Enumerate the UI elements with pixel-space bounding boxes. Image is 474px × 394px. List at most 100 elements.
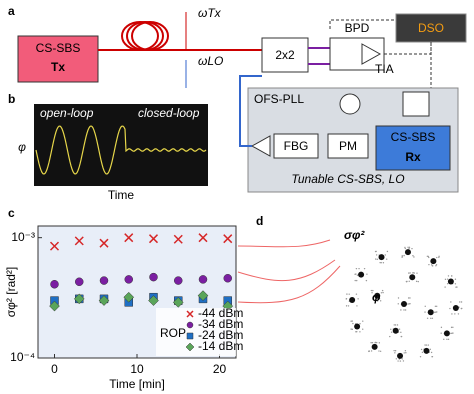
noise [356, 279, 358, 282]
noise [425, 344, 428, 346]
noise [346, 293, 348, 295]
symbol [427, 309, 434, 316]
noise [444, 286, 446, 288]
noise [424, 305, 426, 307]
symbol [401, 301, 407, 307]
symbol [452, 304, 459, 311]
noise [378, 350, 380, 352]
noise [375, 258, 377, 260]
symbol [423, 347, 430, 354]
noise [431, 356, 433, 358]
noise [446, 278, 449, 280]
noise [381, 289, 384, 292]
symbol [371, 343, 378, 350]
symbol [358, 271, 365, 278]
marker [49, 241, 60, 251]
symbol [378, 254, 385, 261]
noise [454, 313, 456, 315]
legend-title: ROP [160, 326, 186, 340]
symbol [404, 249, 411, 256]
noise [403, 309, 405, 311]
marker [124, 275, 134, 284]
marker [223, 296, 232, 305]
noise [452, 332, 454, 334]
noise [362, 328, 364, 330]
noise [375, 250, 377, 253]
noise [412, 254, 414, 257]
noise [352, 322, 354, 325]
noise [409, 272, 411, 274]
marker [173, 234, 183, 244]
marker [197, 290, 209, 301]
noise [450, 275, 453, 277]
noise [378, 298, 381, 300]
noise [365, 279, 368, 282]
noise [434, 305, 437, 307]
noise [408, 280, 410, 282]
noise [431, 317, 434, 319]
noise [382, 291, 384, 294]
coupler-label: 2x2 [275, 48, 295, 62]
fbg-box [273, 133, 319, 159]
legend-marker [185, 342, 195, 352]
noise [405, 352, 407, 354]
legend-marker [186, 321, 194, 329]
noise [402, 360, 405, 362]
noise [357, 298, 359, 300]
noise [356, 331, 358, 333]
noise [420, 348, 423, 351]
noise [452, 326, 454, 329]
noise [386, 250, 389, 253]
scope-y-label: φ [18, 140, 26, 154]
marker [174, 276, 183, 285]
chart: 0 10 20 10⁻³ 10⁻⁴ Time [min] σφ² [rad²] ROP -44 … [4, 230, 243, 391]
marker [223, 273, 233, 283]
lo-caption: Tunable CS-SBS, LO [291, 172, 404, 186]
noise [438, 256, 440, 259]
marker [75, 277, 84, 287]
noise [397, 297, 400, 299]
marker [123, 291, 135, 303]
noise [359, 323, 361, 325]
noise [404, 247, 407, 250]
y-tick-label: 10⁻³ [11, 230, 35, 244]
noise [417, 280, 419, 283]
tia-label: TIA [375, 62, 394, 76]
marker [198, 233, 208, 243]
constellation [345, 246, 463, 362]
tx-label: CS-SBS [36, 41, 81, 55]
legend-label: -34 dBm [198, 317, 243, 331]
noise [436, 311, 438, 313]
symbol [392, 327, 399, 334]
noise [449, 307, 451, 310]
noise [400, 309, 402, 311]
noise [375, 254, 378, 256]
legend-label: -14 dBm [198, 339, 243, 353]
scope-screen [34, 104, 208, 186]
connector [237, 239, 341, 304]
noise [433, 311, 436, 314]
legend-box [156, 308, 236, 356]
noise [447, 338, 450, 341]
noise [370, 342, 372, 344]
panel-label: d [256, 214, 263, 228]
symbol [354, 323, 361, 330]
noise [379, 350, 382, 352]
noise [399, 360, 402, 362]
pll-label: OFS-PLL [254, 92, 304, 106]
noise [378, 342, 381, 344]
noise [413, 256, 415, 258]
coupler-out [308, 47, 330, 65]
noise [351, 320, 353, 322]
noise [359, 331, 361, 333]
symbol [409, 274, 416, 281]
noise [350, 320, 352, 322]
noise [345, 305, 348, 307]
marker [49, 300, 60, 312]
open-loop: open-loop [40, 106, 94, 120]
marker [148, 234, 159, 244]
noise [406, 280, 408, 283]
noise [446, 283, 449, 285]
pm-label: PM [339, 139, 357, 153]
symbol [374, 292, 381, 299]
